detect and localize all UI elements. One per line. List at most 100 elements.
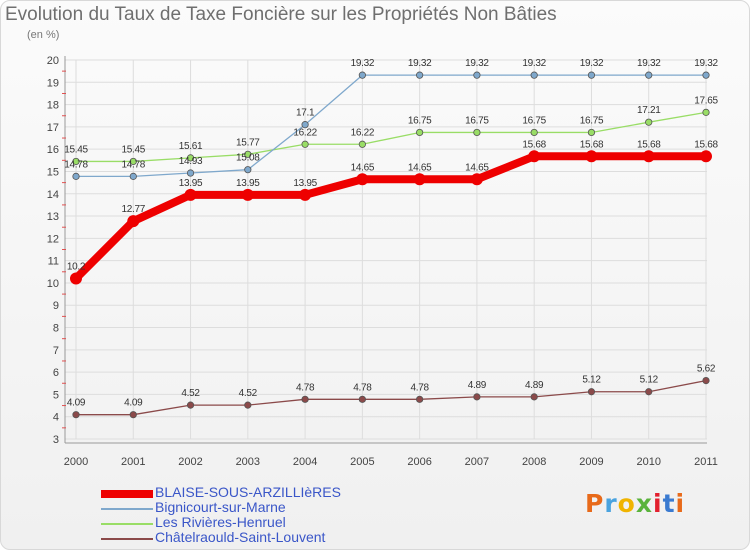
y-tick-label: 8: [53, 323, 59, 335]
data-label-chatelraould: 4.52: [181, 388, 200, 399]
legend-swatch-rivieres: [101, 523, 153, 525]
point-rivieres: [358, 140, 366, 148]
point-chatelraould: [530, 393, 538, 401]
data-label-bignicourt: 14.78: [122, 159, 146, 170]
data-label-chatelraould: 4.09: [124, 398, 143, 409]
y-tick-label: 9: [53, 300, 59, 312]
x-tick-label: 2005: [350, 456, 374, 468]
point-chatelraould: [244, 401, 252, 409]
y-tick-label: 18: [47, 100, 59, 112]
point-rivieres: [72, 157, 80, 166]
y-tick-label: 10: [47, 278, 59, 290]
point-chatelraould: [72, 411, 80, 419]
point-bignicourt: [530, 71, 538, 79]
data-label-blaise: 12.77: [122, 204, 146, 215]
logo-letter: t: [662, 489, 676, 518]
x-tick-label: 2001: [121, 456, 145, 468]
data-label-chatelraould: 5.12: [582, 375, 601, 386]
data-label-rivieres: 16.75: [465, 115, 489, 126]
logo-letter: i: [675, 489, 686, 518]
data-label-blaise: 14.65: [465, 162, 489, 173]
y-tick-label: 15: [47, 166, 59, 178]
data-label-bignicourt: 19.32: [351, 58, 375, 69]
legend-label-rivieres: Les Rivières-Henruel: [155, 514, 286, 530]
y-tick-label: 3: [53, 434, 59, 446]
x-tick-label: 2002: [178, 456, 202, 468]
point-bignicourt: [358, 71, 366, 79]
data-label-bignicourt: 15.08: [236, 153, 260, 164]
data-label-rivieres: 15.45: [64, 144, 88, 155]
data-label-blaise: 14.65: [408, 162, 432, 173]
point-blaise: [184, 188, 197, 201]
data-label-chatelraould: 4.78: [411, 382, 430, 393]
point-rivieres: [186, 154, 195, 162]
point-blaise: [700, 150, 712, 163]
y-tick-label: 7: [53, 345, 59, 357]
data-label-rivieres: 16.22: [293, 127, 317, 138]
data-label-rivieres: 17.65: [694, 95, 718, 106]
data-label-bignicourt: 19.32: [522, 58, 546, 69]
data-label-bignicourt: 14.78: [64, 159, 88, 170]
point-rivieres: [416, 128, 424, 137]
data-label-rivieres: 15.77: [236, 137, 260, 148]
y-tick-label: 17: [47, 122, 59, 134]
data-label-rivieres: 16.22: [351, 127, 375, 138]
x-tick-label: 2011: [694, 456, 718, 468]
y-tick-label: 13: [47, 211, 59, 223]
data-label-blaise: 13.95: [179, 178, 203, 189]
y-tick-label: 6: [53, 367, 59, 379]
point-blaise: [70, 272, 82, 285]
chart-title: Evolution du Taux de Taxe Foncière sur l…: [5, 4, 557, 25]
y-tick-label: 14: [47, 189, 59, 201]
data-label-rivieres: 15.45: [122, 144, 146, 155]
x-tick-label: 2008: [522, 456, 546, 468]
data-label-rivieres: 16.75: [522, 115, 546, 126]
point-rivieres: [587, 128, 596, 137]
point-chatelraould: [702, 376, 710, 385]
point-bignicourt: [301, 121, 309, 129]
legend-label-bignicourt: Bignicourt-sur-Marne: [155, 499, 286, 515]
point-bignicourt: [645, 71, 653, 79]
gridlines: [65, 59, 707, 440]
point-bignicourt: [72, 172, 80, 180]
data-label-blaise: 10.2: [67, 261, 86, 272]
logo-letter: x: [635, 489, 653, 518]
y-tick-label: 19: [47, 77, 59, 89]
legend-swatch-chatelraould: [101, 538, 153, 540]
data-label-blaise: 13.95: [293, 178, 317, 189]
point-blaise: [470, 173, 483, 186]
data-label-bignicourt: 17.1: [296, 108, 315, 119]
data-label-blaise: 15.68: [580, 139, 604, 150]
point-blaise: [241, 188, 254, 201]
x-tick-label: 2009: [579, 456, 603, 468]
y-tick-label: 20: [47, 55, 59, 67]
point-rivieres: [645, 118, 653, 126]
point-bignicourt: [702, 71, 710, 79]
data-label-blaise: 15.68: [694, 139, 718, 150]
point-rivieres: [244, 150, 252, 158]
x-tick-label: 2004: [293, 456, 317, 468]
series-line-chatelraould: [75, 379, 707, 416]
point-blaise: [413, 173, 426, 186]
point-chatelraould: [301, 395, 309, 403]
logo-letter: o: [617, 489, 636, 518]
proxiti-logo[interactable]: Proxiti: [585, 489, 685, 518]
point-chatelraould: [358, 395, 366, 403]
series-line-rivieres: [75, 111, 707, 163]
point-blaise: [127, 215, 140, 228]
series-line-blaise: [72, 152, 710, 283]
data-label-chatelraould: 4.78: [296, 382, 315, 393]
point-rivieres: [702, 108, 710, 116]
data-label-chatelraould: 5.62: [697, 364, 716, 375]
data-label-bignicourt: 19.32: [694, 58, 718, 69]
data-label-chatelraould: 4.09: [67, 398, 86, 409]
data-labels: 10.2 12.77 13.95 13.95 13.95 14.65 14.65 14.65 1…: [64, 58, 719, 409]
legend-swatch-bignicourt: [101, 508, 153, 510]
legend-label-blaise: BLAISE-SOUS-ARZILLIèRES: [155, 484, 341, 500]
point-chatelraould: [416, 395, 424, 403]
point-rivieres: [473, 128, 481, 137]
unit-label: (en %): [27, 29, 60, 41]
data-label-bignicourt: 19.32: [465, 58, 489, 69]
legend-label-chatelraould: Châtelraould-Saint-Louvent: [155, 529, 326, 545]
